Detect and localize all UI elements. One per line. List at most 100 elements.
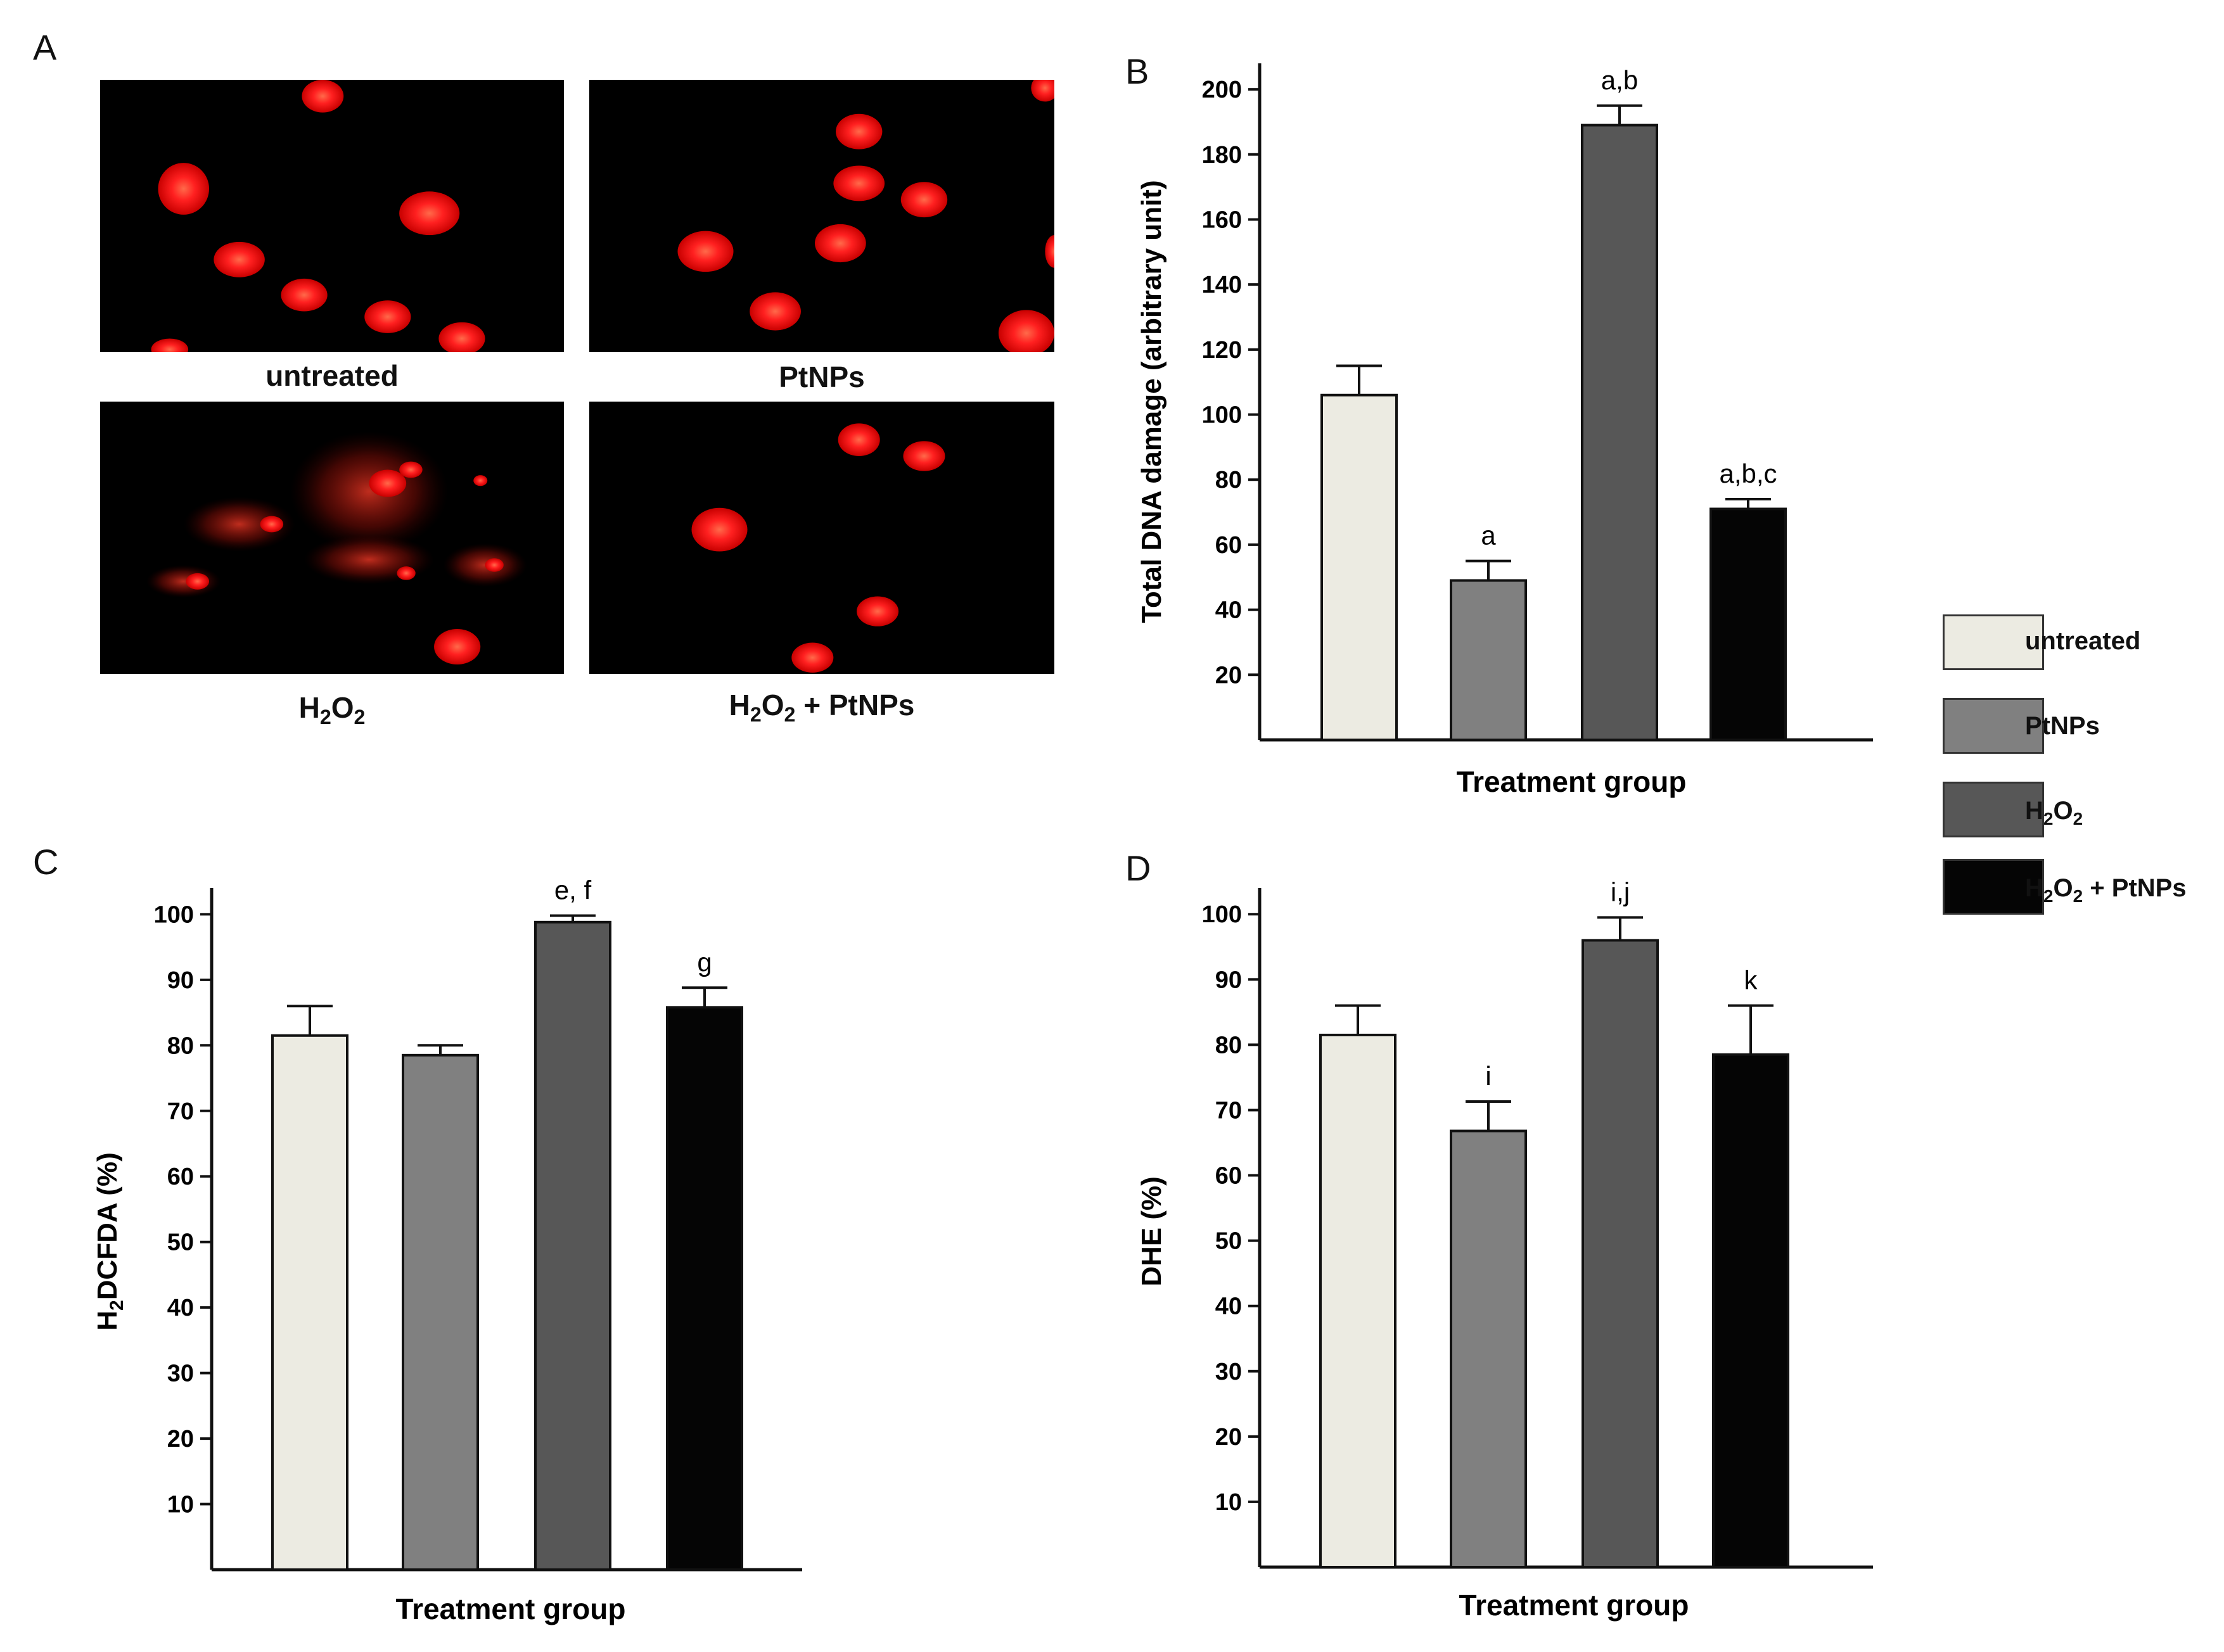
significance-label-h2o2-ptnps: g xyxy=(697,947,712,977)
panel-letter-b: B xyxy=(1125,51,1149,91)
panel-letter-a: A xyxy=(33,27,57,67)
y-tick-label: 100 xyxy=(1202,901,1242,928)
y-tick-label: 50 xyxy=(167,1229,194,1256)
x-axis-label: Treatment group xyxy=(1459,1589,1689,1622)
nucleus xyxy=(791,642,834,673)
significance-label-h2o2-ptnps: k xyxy=(1744,965,1758,995)
y-tick-label: 20 xyxy=(1215,1424,1242,1451)
micrograph-h2o2 xyxy=(100,402,564,674)
nucleus xyxy=(1031,80,1054,102)
legend-label-h2o2-ptnps: H2O2 + PtNPs xyxy=(2025,874,2187,906)
bar-h2o2-ptnps xyxy=(666,1006,743,1572)
y-axis-label: H2DCFDA (%) xyxy=(92,1152,127,1330)
nucleus xyxy=(833,165,885,201)
y-tick-label: 60 xyxy=(167,1164,194,1190)
nucleus xyxy=(691,507,748,552)
chart-d: 10 20 30 40 50 60 70 80 90 100 i i,j k DHE (%) Treatme… xyxy=(1136,877,1873,1622)
micrograph-label-ptnps: PtNPs xyxy=(779,360,865,393)
chart-b: 20 40 60 80 100 120 140 160 180 200 a a,b a,b,c Total… xyxy=(1136,63,1873,798)
significance-label-ptnps: i xyxy=(1485,1061,1491,1091)
nucleus xyxy=(186,573,210,590)
y-tick-label: 50 xyxy=(1215,1228,1242,1255)
legend-swatch-ptnps xyxy=(1943,698,2044,754)
y-tick-label: 60 xyxy=(1215,1163,1242,1190)
nucleus xyxy=(364,300,411,333)
nucleus xyxy=(1045,235,1054,268)
legend-swatch-h2o2 xyxy=(1943,782,2044,837)
nucleus xyxy=(369,469,407,497)
nucleus xyxy=(998,310,1054,352)
x-axis-label: Treatment group xyxy=(1457,765,1687,798)
y-tick-label: 30 xyxy=(167,1361,194,1387)
significance-label-ptnps: a xyxy=(1481,521,1496,550)
y-tick-label: 10 xyxy=(1215,1489,1242,1516)
y-tick-label: 200 xyxy=(1202,77,1242,103)
nucleus xyxy=(438,322,485,352)
nucleus xyxy=(838,423,880,456)
y-tick-label: 20 xyxy=(167,1426,194,1452)
nucleus xyxy=(158,163,210,215)
nucleus xyxy=(900,182,948,218)
bar-h2o2 xyxy=(1582,939,1659,1568)
chart-c: 10 20 30 40 50 60 70 80 90 100 e, f g H2DCFDA (%) Tre… xyxy=(92,875,802,1625)
bar-ptnps xyxy=(1450,579,1527,742)
y-tick-label: 140 xyxy=(1202,272,1242,298)
legend-label-untreated: untreated xyxy=(2025,627,2141,655)
y-tick-label: 70 xyxy=(1215,1097,1242,1124)
nucleus xyxy=(485,558,504,572)
nucleus xyxy=(836,113,883,149)
comet-tail xyxy=(183,497,295,552)
nucleus xyxy=(677,231,734,272)
bar-h2o2 xyxy=(534,920,611,1572)
y-tick-label: 30 xyxy=(1215,1359,1242,1385)
nucleus xyxy=(814,224,866,263)
nucleus xyxy=(903,441,945,471)
y-tick-label: 40 xyxy=(167,1295,194,1321)
y-tick-label: 100 xyxy=(154,901,194,928)
nucleus xyxy=(857,596,899,626)
legend-label-ptnps: PtNPs xyxy=(2025,712,2100,740)
bar-untreated xyxy=(1319,1033,1396,1568)
y-tick-label: 10 xyxy=(167,1492,194,1518)
significance-label-h2o2: i,j xyxy=(1611,877,1630,906)
y-axis-label: DHE (%) xyxy=(1136,1176,1167,1287)
bar-ptnps xyxy=(1450,1129,1527,1568)
nucleus xyxy=(260,516,284,533)
panel-letter-c: C xyxy=(33,842,59,882)
bar-h2o2-ptnps xyxy=(1710,507,1787,741)
comet-tail xyxy=(443,543,527,587)
significance-label-h2o2: e, f xyxy=(554,875,592,905)
y-tick-label: 70 xyxy=(167,1098,194,1125)
nucleus xyxy=(281,278,328,312)
bar-ptnps xyxy=(402,1053,479,1571)
nucleus xyxy=(399,461,423,478)
y-tick-label: 180 xyxy=(1202,142,1242,168)
nucleus xyxy=(151,338,189,352)
nucleus xyxy=(397,566,416,580)
comet-tail xyxy=(146,565,221,598)
panel-letter-d: D xyxy=(1125,848,1151,888)
y-tick-label: 120 xyxy=(1202,337,1242,364)
bar-untreated xyxy=(1320,393,1398,741)
nucleus xyxy=(434,629,481,664)
nucleus xyxy=(473,475,488,486)
micrograph-h2o2-ptnps xyxy=(589,402,1054,674)
y-axis-label: Total DNA damage (arbitrary unit) xyxy=(1136,180,1167,623)
significance-label-h2o2: a,b xyxy=(1601,65,1638,95)
nucleus xyxy=(750,292,801,331)
y-tick-label: 40 xyxy=(1215,1293,1242,1320)
bar-untreated xyxy=(271,1034,348,1571)
y-tick-label: 60 xyxy=(1215,532,1242,559)
y-tick-label: 80 xyxy=(1215,1032,1242,1058)
x-axis-label: Treatment group xyxy=(396,1592,626,1625)
y-tick-label: 160 xyxy=(1202,206,1242,233)
comet-tail xyxy=(290,431,448,552)
bar-h2o2-ptnps xyxy=(1712,1053,1789,1569)
legend-swatch-h2o2-ptnps xyxy=(1943,859,2044,915)
y-tick-label: 80 xyxy=(167,1032,194,1059)
nucleus xyxy=(214,241,265,277)
y-tick-label: 20 xyxy=(1215,662,1242,689)
micrograph-label-h2o2: H2O2 xyxy=(298,691,366,729)
y-tick-label: 90 xyxy=(167,967,194,994)
